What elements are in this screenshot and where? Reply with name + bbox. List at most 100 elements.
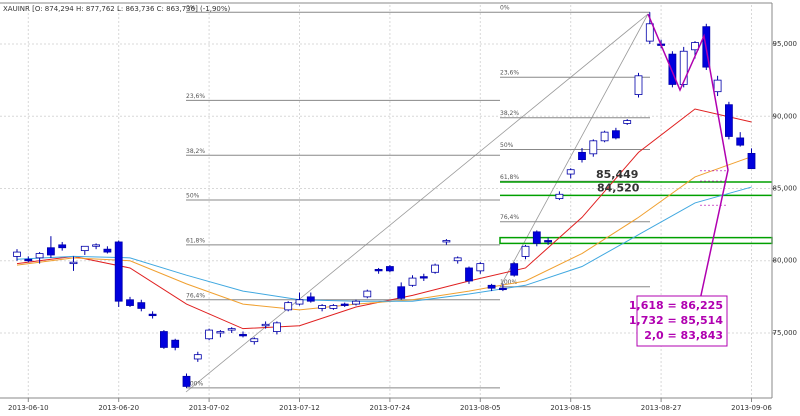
candle-body bbox=[578, 151, 586, 160]
candle-body bbox=[295, 299, 304, 305]
candle-body bbox=[679, 50, 688, 85]
candle-body bbox=[80, 245, 89, 252]
candle-body bbox=[747, 153, 756, 170]
candle-body bbox=[272, 322, 281, 332]
candle-body bbox=[92, 244, 100, 247]
candle-body bbox=[566, 169, 575, 175]
candle-body bbox=[227, 328, 236, 331]
candle-body bbox=[352, 300, 360, 305]
candle-body bbox=[306, 296, 315, 302]
candle-body bbox=[205, 329, 214, 340]
candle-body bbox=[725, 104, 733, 137]
candle-body bbox=[374, 269, 383, 272]
candle-body bbox=[114, 241, 123, 302]
candle-body bbox=[736, 137, 745, 146]
candle-body bbox=[239, 334, 247, 337]
candle-body bbox=[385, 266, 394, 272]
y-tick-label: 80,000 bbox=[773, 257, 798, 265]
y-tick-label: 75,000 bbox=[773, 329, 798, 337]
extension-box bbox=[636, 295, 728, 347]
x-tick-label: 2013-07-12 bbox=[279, 404, 320, 412]
fibonacci-label: 100% bbox=[500, 279, 517, 286]
fibonacci-label: 100% bbox=[186, 380, 203, 387]
fibonacci-label: 61,8% bbox=[186, 237, 205, 244]
candle-body bbox=[668, 53, 677, 85]
data-layer bbox=[13, 12, 756, 388]
candle-body bbox=[713, 79, 722, 93]
fibonacci-label: 23,6% bbox=[500, 70, 519, 77]
candle-body bbox=[261, 323, 270, 327]
candle-body bbox=[691, 42, 699, 51]
x-tick-label: 2013-06-20 bbox=[98, 404, 139, 412]
candle-body bbox=[532, 231, 541, 244]
candle-body bbox=[58, 244, 67, 249]
candle-body bbox=[521, 245, 530, 257]
y-tick-label: 95,000 bbox=[773, 40, 798, 48]
candle-body bbox=[340, 303, 349, 306]
fibonacci-label: 50% bbox=[186, 193, 200, 200]
candle-body bbox=[47, 247, 55, 256]
fibonacci-label: 0% bbox=[186, 5, 196, 12]
candle-body bbox=[442, 240, 451, 243]
candle-body bbox=[397, 286, 406, 299]
candle-body bbox=[487, 284, 496, 289]
fibonacci-label: 38,2% bbox=[500, 110, 519, 117]
wave-line bbox=[647, 13, 729, 301]
x-tick-label: 2013-07-24 bbox=[370, 404, 411, 412]
candle-body bbox=[465, 267, 473, 282]
candle-body bbox=[645, 23, 654, 42]
fibonacci-label: 38,2% bbox=[186, 148, 205, 155]
x-tick-label: 2013-06-10 bbox=[8, 404, 49, 412]
fibonacci-label: 50% bbox=[500, 142, 514, 149]
candle-body bbox=[13, 251, 21, 257]
candle-body bbox=[498, 287, 507, 291]
chart-title: XAUINR [O: 874,294 H: 877,762 L: 863,736… bbox=[3, 5, 231, 13]
candle-body bbox=[193, 354, 202, 360]
candle-body bbox=[159, 331, 168, 348]
candle-body bbox=[419, 276, 428, 279]
target-label: 84,520 bbox=[597, 181, 640, 194]
extension-label: 1,618 = 86,225 bbox=[629, 299, 723, 312]
y-tick-label: 90,000 bbox=[773, 112, 798, 120]
candle-body bbox=[35, 253, 44, 259]
candle-body bbox=[318, 305, 327, 309]
candle-body bbox=[612, 130, 620, 139]
candle-body bbox=[126, 299, 134, 306]
y-tick-label: 85,000 bbox=[773, 184, 798, 192]
candle-body bbox=[284, 302, 293, 311]
candle-body bbox=[476, 263, 485, 272]
x-tick-label: 2013-08-27 bbox=[641, 404, 682, 412]
candle-body bbox=[250, 338, 259, 343]
candle-body bbox=[329, 305, 338, 309]
fibonacci-label: 76,4% bbox=[186, 292, 205, 299]
extension-label: 2,0 = 83,843 bbox=[644, 329, 723, 342]
candle-body bbox=[510, 263, 519, 276]
fibonacci-label: 76,4% bbox=[500, 214, 519, 221]
candle-body bbox=[69, 261, 78, 265]
x-tick-label: 2013-08-05 bbox=[460, 404, 501, 412]
candle-body bbox=[453, 257, 462, 262]
candle-body bbox=[363, 290, 372, 298]
candle-body bbox=[623, 120, 632, 124]
fibonacci-layer: 0% 23,6% 38,2% 50% 61,8% 76,4% 100% 0% 23,6% 38,2… bbox=[185, 5, 773, 393]
candle-body bbox=[171, 339, 180, 348]
trend-line bbox=[499, 13, 649, 288]
candle-body bbox=[600, 131, 609, 142]
fibonacci-label: 61,8% bbox=[500, 174, 519, 181]
candle-body bbox=[216, 331, 225, 334]
candle-body bbox=[103, 248, 112, 253]
candle-body bbox=[137, 302, 146, 309]
candle-body bbox=[182, 375, 191, 387]
candle-body bbox=[555, 193, 564, 200]
candle-body bbox=[408, 277, 417, 286]
candle-body bbox=[431, 264, 440, 273]
candle-body bbox=[24, 258, 33, 262]
moving-average bbox=[16, 186, 752, 302]
candle-body bbox=[589, 140, 598, 155]
candle-body bbox=[634, 75, 643, 95]
x-tick-label: 2013-08-15 bbox=[550, 404, 591, 412]
moving-average bbox=[16, 156, 752, 311]
